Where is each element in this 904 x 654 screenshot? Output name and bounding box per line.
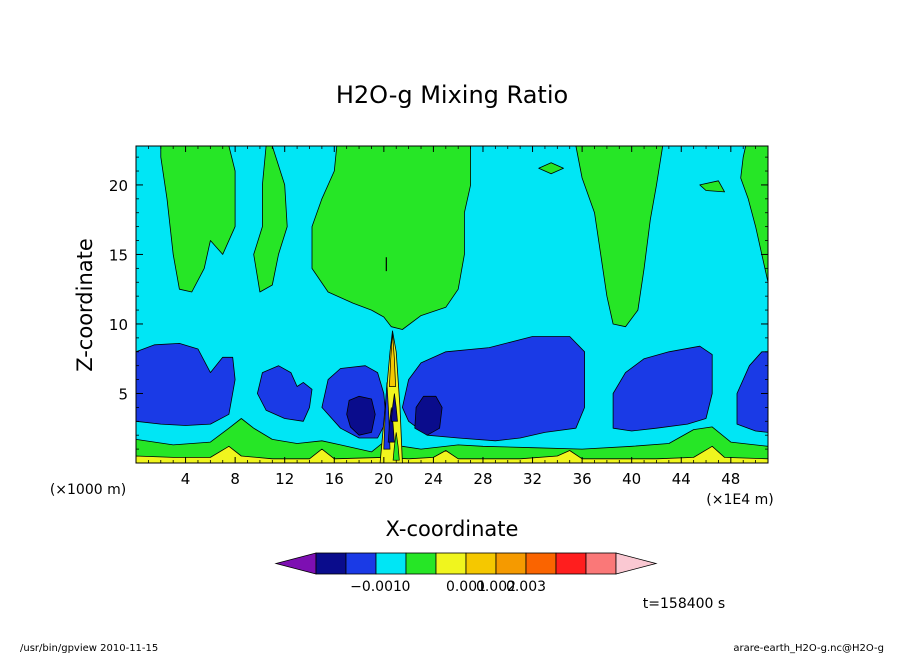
x-tick-label: 24: [424, 470, 443, 488]
colorbar-cell: [405, 552, 437, 575]
colorbar-cell: [315, 552, 347, 575]
column-band-3: [390, 393, 398, 422]
x-tick-label: 36: [573, 470, 592, 488]
x-unit-right: (×1E4 m): [706, 492, 773, 508]
y-tick-label: 15: [109, 246, 128, 264]
contour-region-darkblue-13: [346, 395, 376, 436]
x-tick-label: 28: [473, 470, 492, 488]
colorbar-label: 0.003: [506, 579, 546, 595]
column-band-2: [389, 332, 396, 387]
footer-left: /usr/bin/gpview 2010-11-15: [20, 643, 158, 654]
x-tick-label: 44: [672, 470, 691, 488]
colorbar-cell: [375, 552, 407, 575]
contour-region-green-6: [699, 180, 725, 193]
x-tick-label: 16: [325, 470, 344, 488]
x-tick-label: 8: [230, 470, 240, 488]
y-axis-label: Z-coordinate: [73, 238, 97, 372]
contour-region-green-0: [160, 145, 236, 293]
contour-region-green-2: [311, 145, 472, 330]
x-axis-label: X-coordinate: [386, 517, 519, 541]
contour-region-green-3: [575, 145, 664, 328]
colorbar-cell: [465, 552, 497, 575]
x-tick-label: 32: [523, 470, 542, 488]
x-tick-label: 20: [374, 470, 393, 488]
colorbar-extend-low: [274, 552, 317, 575]
chart-title: H2O-g Mixing Ratio: [336, 81, 568, 109]
colorbar: [274, 552, 658, 575]
colorbar-cell: [555, 552, 587, 575]
contour-region-darkblue-14: [414, 395, 443, 436]
x-unit-left: (×1000 m): [50, 482, 126, 498]
time-label: t=158400 s: [643, 596, 725, 612]
x-tick-label: 4: [181, 470, 191, 488]
x-tick-label: 12: [275, 470, 294, 488]
contour-region-blue-10: [401, 336, 585, 442]
colorbar-cell: [585, 552, 617, 575]
contour-region-blue-8: [256, 365, 313, 422]
x-tick-label: 40: [622, 470, 641, 488]
column-band-4: [392, 432, 400, 461]
x-tick-label: 48: [721, 470, 740, 488]
contour-region-green-1: [253, 145, 288, 293]
contour-region-green-15: [135, 418, 769, 464]
contour-region-blue-12: [736, 351, 769, 433]
footer-right: arare-earth_H2O-g.nc@H2O-g: [733, 643, 884, 654]
plot-frame: [135, 145, 769, 464]
colorbar-label: −0.001: [350, 579, 402, 595]
colorbar-label: 0.002: [476, 579, 516, 595]
colorbar-cell: [495, 552, 527, 575]
colorbar-extend-high: [615, 552, 658, 575]
contour-column-detail: [383, 257, 400, 461]
colorbar-cell: [525, 552, 557, 575]
contour-region-yellow-16: [135, 445, 769, 464]
colorbar-label: 0.001: [446, 579, 486, 595]
colorbar-label: 0: [402, 579, 411, 595]
y-tick-label: 10: [109, 316, 128, 334]
column-band-0: [383, 382, 391, 450]
y-tick-label: 5: [118, 385, 128, 403]
colorbar-cell: [345, 552, 377, 575]
contour-region-blue-7: [135, 342, 236, 426]
colorbar-cell: [435, 552, 467, 575]
contour-region-green-5: [538, 162, 564, 175]
y-tick-label: 20: [109, 177, 128, 195]
contour-region-blue-11: [612, 345, 713, 432]
